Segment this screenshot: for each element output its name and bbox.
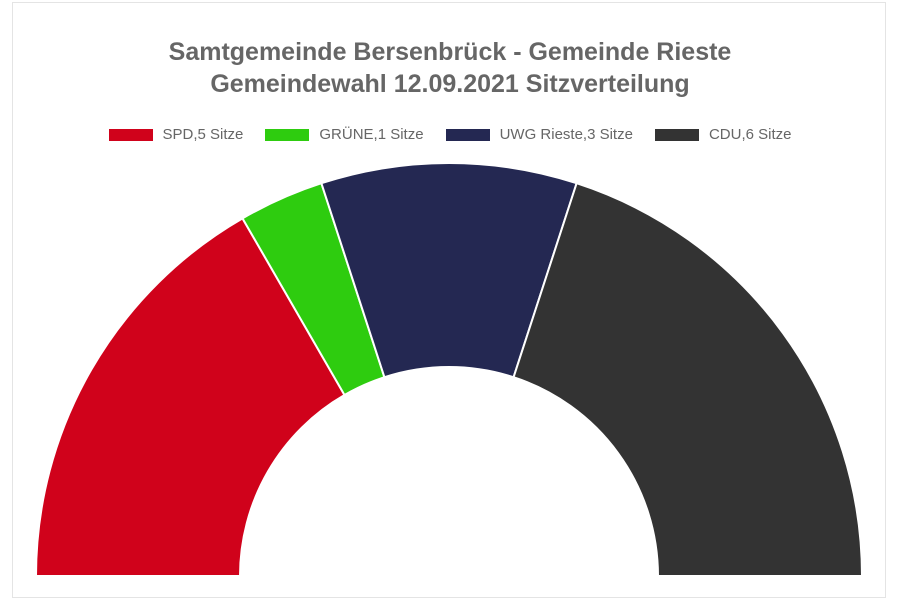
legend-item-gruene[interactable]: GRÜNE,1 Sitze: [265, 126, 424, 143]
chart-title-line-1: Samtgemeinde Bersenbrück - Gemeinde Ries…: [168, 38, 732, 66]
legend-item-uwg[interactable]: UWG Rieste,3 Sitze: [445, 126, 633, 143]
legend-swatch-uwg: [445, 128, 490, 141]
chart-legend: SPD,5 Sitze GRÜNE,1 Sitze UWG Rieste,3 S…: [0, 126, 900, 143]
legend-label-gruene: GRÜNE,1 Sitze: [319, 126, 424, 143]
legend-item-cdu[interactable]: CDU,6 Sitze: [654, 126, 792, 143]
slice-cdu[interactable]: [512, 181, 864, 577]
chart-title: Samtgemeinde Bersenbrück - Gemeinde Ries…: [0, 36, 900, 100]
legend-swatch-spd: [108, 128, 153, 141]
legend-label-spd: SPD,5 Sitze: [162, 126, 244, 143]
chart-title-line-2: Gemeindewahl 12.09.2021 Sitzverteilung: [210, 70, 690, 98]
legend-swatch-cdu: [654, 128, 699, 141]
legend-label-cdu: CDU,6 Sitze: [708, 126, 792, 143]
slice-spd[interactable]: [34, 216, 346, 577]
legend-label-uwg: UWG Rieste,3 Sitze: [499, 126, 633, 143]
legend-swatch-gruene: [265, 128, 310, 141]
slice-uwg[interactable]: [320, 162, 578, 379]
legend-item-spd[interactable]: SPD,5 Sitze: [108, 126, 244, 143]
